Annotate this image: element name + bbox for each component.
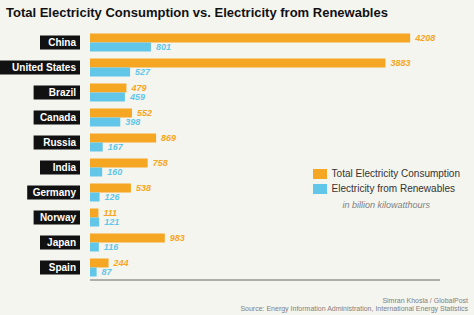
svg-text:160: 160 [107, 167, 122, 177]
svg-text:Russia: Russia [43, 137, 76, 148]
svg-text:Japan: Japan [47, 237, 76, 248]
svg-text:479: 479 [131, 83, 147, 94]
svg-text:869: 869 [161, 133, 176, 143]
svg-text:527: 527 [135, 67, 151, 77]
html-text:Total Electricity Consumption: Total Electricity Consumption vs. Electr… [6, 5, 388, 20]
svg-text:121: 121 [104, 217, 119, 227]
html-text:Source: Energy Information Adm: Source: Energy Information Administratio… [240, 305, 468, 312]
svg-text:398: 398 [125, 117, 140, 127]
svg-text:United States: United States [12, 62, 76, 73]
svg-text:758: 758 [153, 158, 168, 168]
svg-text:Canada: Canada [40, 112, 77, 123]
html-text:Electricity from Renewables: Electricity from Renewables [331, 183, 455, 194]
svg-text:Germany: Germany [33, 187, 77, 198]
svg-text:244: 244 [113, 258, 129, 268]
svg-text:538: 538 [136, 183, 151, 193]
svg-text:87: 87 [102, 267, 113, 277]
svg-text:Norway: Norway [40, 212, 77, 223]
svg-text:801: 801 [156, 42, 171, 52]
html-text:in billion kilowatthours: in billion kilowatthours [342, 200, 431, 210]
svg-text:Brazil: Brazil [49, 87, 76, 98]
svg-text:4208: 4208 [414, 33, 435, 43]
svg-text:116: 116 [104, 242, 119, 252]
svg-text:India: India [53, 162, 77, 173]
svg-text:552: 552 [137, 108, 152, 119]
svg-text:167: 167 [108, 142, 124, 152]
html-text:Simran Khosla / GlobalPost: Simran Khosla / GlobalPost [382, 297, 468, 304]
svg-text:111: 111 [103, 208, 118, 219]
svg-text:Spain: Spain [49, 262, 76, 273]
svg-text:China: China [48, 37, 76, 48]
html-text:Total Electricity Consumption: Total Electricity Consumption [331, 168, 460, 179]
svg-text:459: 459 [129, 92, 145, 102]
svg-text:983: 983 [170, 233, 185, 243]
svg-text:3883: 3883 [390, 58, 410, 68]
svg-text:126: 126 [105, 192, 121, 202]
